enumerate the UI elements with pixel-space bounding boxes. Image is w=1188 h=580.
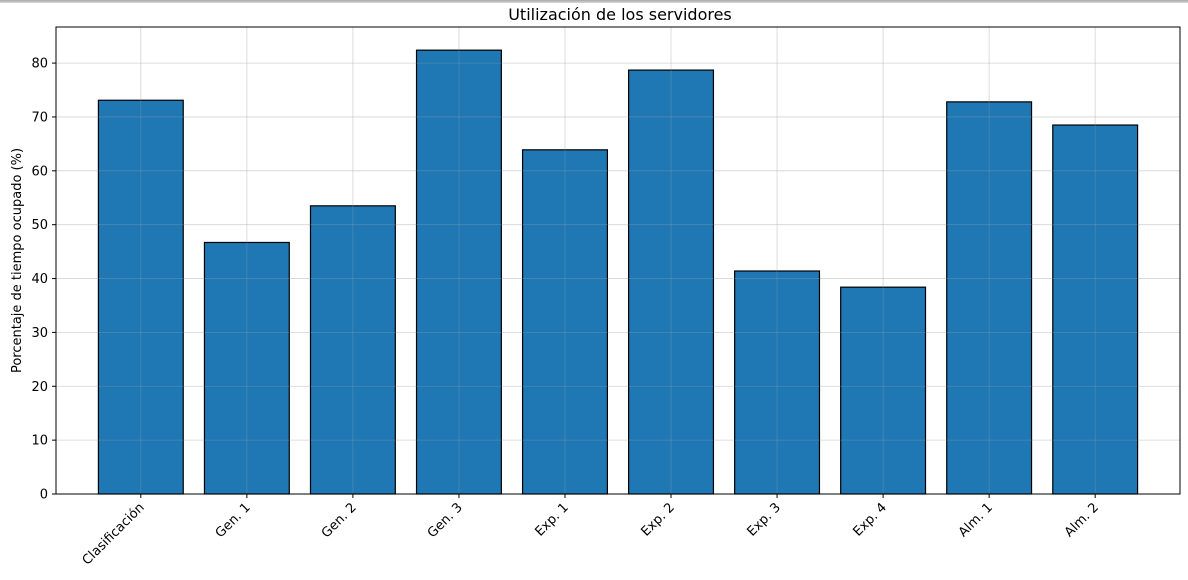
x-tick-label: Gen. 2 xyxy=(319,500,360,541)
y-tick-label: 30 xyxy=(31,326,48,341)
bar xyxy=(628,69,715,495)
chart-title: Utilización de los servidores xyxy=(508,5,732,24)
x-tick-label: Alm. 1 xyxy=(956,500,996,540)
bar xyxy=(97,99,184,495)
bar xyxy=(521,149,608,495)
x-tick-label: Exp. 4 xyxy=(851,500,890,539)
bar xyxy=(1052,124,1139,495)
x-tick-label: Alm. 2 xyxy=(1062,500,1102,540)
x-tick-label: Gen. 3 xyxy=(425,500,466,541)
x-axis-ticks: Clasificación Gen. 1 Gen. 2 Gen. 3 Exp. 1 Exp… xyxy=(80,494,1102,568)
y-tick-label: 60 xyxy=(31,164,48,179)
bar xyxy=(734,270,821,495)
x-tick-label: Exp. 3 xyxy=(744,500,783,539)
bar xyxy=(415,49,502,495)
bars xyxy=(97,49,1139,495)
x-tick-label: Exp. 1 xyxy=(532,500,571,539)
bar xyxy=(946,101,1033,495)
y-axis-label: Porcentaje de tiempo ocupado (%) xyxy=(10,148,25,373)
x-tick-label: Gen. 1 xyxy=(213,500,254,541)
y-tick-label: 20 xyxy=(31,380,48,395)
bar xyxy=(840,286,927,495)
y-tick-label: 10 xyxy=(31,434,48,449)
bar xyxy=(203,241,290,495)
y-tick-label: 70 xyxy=(31,110,48,125)
x-tick-label: Clasificación xyxy=(80,500,148,568)
y-axis-ticks: 0 10 20 30 40 50 60 70 80 xyxy=(31,57,56,503)
plot-frame xyxy=(55,26,1181,495)
window-top-strip xyxy=(0,0,1188,3)
y-tick-label: 80 xyxy=(31,57,48,72)
y-tick-label: 0 xyxy=(40,488,48,503)
x-tick-label: Exp. 2 xyxy=(638,500,677,539)
bar xyxy=(309,205,396,495)
y-tick-label: 40 xyxy=(31,272,48,287)
y-tick-label: 50 xyxy=(31,218,48,233)
